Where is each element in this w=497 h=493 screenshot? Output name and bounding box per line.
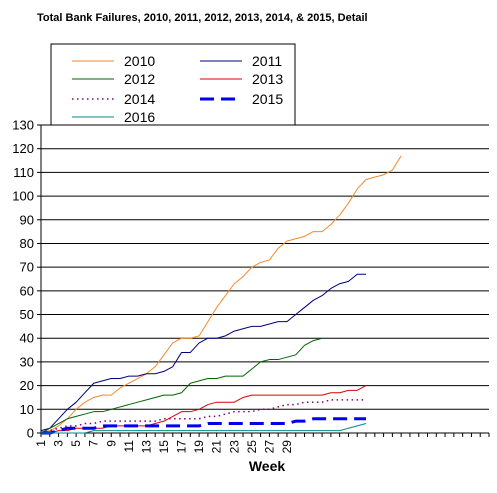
legend-label-2014: 2014 — [124, 91, 155, 107]
chart-title: Total Bank Failures, 2010, 2011, 2012, 2… — [37, 12, 368, 24]
y-tick-label-90: 90 — [20, 212, 34, 227]
y-tick-label-100: 100 — [12, 189, 34, 204]
legend-label-2012: 2012 — [124, 71, 155, 87]
x-tick-label-25: 25 — [245, 440, 259, 454]
x-tick-label-17: 17 — [175, 440, 189, 454]
x-tick-label-5: 5 — [69, 440, 83, 447]
x-tick-label-7: 7 — [87, 440, 101, 447]
series-line-2014 — [40, 399, 367, 434]
y-tick-label-10: 10 — [20, 402, 34, 417]
series-line-2016 — [41, 423, 367, 434]
legend: 2010 2011 2012 2013 2014 2015 2016 — [50, 43, 296, 126]
legend-label-2016: 2016 — [124, 109, 155, 125]
x-tick-label-29: 29 — [280, 440, 294, 454]
x-tick-label-1: 1 — [34, 440, 48, 447]
y-tick-label-60: 60 — [20, 283, 34, 298]
y-tick-label-30: 30 — [20, 354, 34, 369]
x-tick-label-11: 11 — [122, 440, 136, 453]
y-tick-label-70: 70 — [20, 260, 34, 275]
x-tick-label-23: 23 — [227, 440, 241, 454]
y-tick-label-110: 110 — [13, 165, 34, 180]
legend-label-2013: 2013 — [252, 71, 283, 87]
y-tick-label-20: 20 — [20, 378, 34, 393]
legend-label-2015: 2015 — [252, 91, 283, 107]
grid-layer — [41, 124, 489, 410]
x-tick-label-3: 3 — [52, 440, 66, 447]
x-tick-label-15: 15 — [157, 440, 171, 454]
y-tick-label-120: 120 — [12, 141, 34, 156]
x-tick-label-27: 27 — [262, 440, 276, 454]
series-layer — [40, 155, 402, 435]
x-axis-label: Week — [249, 458, 286, 474]
y-tick-label-0: 0 — [27, 426, 34, 441]
y-tick-label-130: 130 — [12, 118, 34, 133]
legend-box — [50, 43, 296, 126]
series-line-2012 — [40, 337, 323, 434]
series-line-2011 — [40, 273, 367, 432]
series-line-2015 — [41, 417, 367, 435]
x-tick-label-13: 13 — [139, 440, 153, 454]
x-tick-label-19: 19 — [192, 440, 206, 454]
y-tick-label-40: 40 — [20, 331, 34, 346]
legend-label-2010: 2010 — [124, 53, 155, 69]
legend-label-2011: 2011 — [252, 53, 282, 69]
y-tick-label-50: 50 — [20, 307, 34, 322]
x-tick-label-9: 9 — [104, 440, 118, 447]
series-line-2010 — [40, 155, 402, 434]
x-tick-label-21: 21 — [210, 440, 224, 454]
y-tick-label-80: 80 — [20, 236, 34, 251]
